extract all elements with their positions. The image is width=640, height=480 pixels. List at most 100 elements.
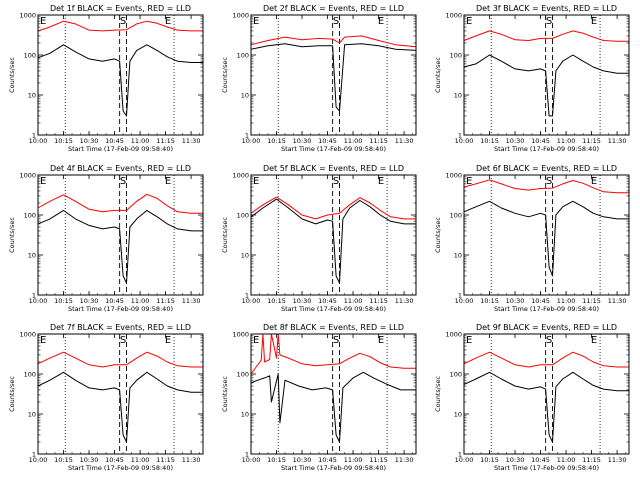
- x-tick-label: 10:00: [455, 137, 474, 145]
- y-tick-label: 100: [237, 211, 249, 219]
- x-tick-label: 11:15: [156, 137, 175, 145]
- x-tick-label: 10:15: [267, 137, 286, 145]
- panel-title: Det 3f BLACK = Events, RED = LLD: [476, 4, 617, 13]
- marker-label: S: [546, 335, 552, 346]
- y-tick-label: 10: [28, 91, 36, 99]
- series-lld: [37, 351, 203, 368]
- x-tick-label: 10:00: [242, 297, 261, 305]
- x-tick-label: 11:00: [557, 297, 576, 305]
- x-tick-label: 11:00: [131, 456, 150, 464]
- series-lld: [463, 179, 629, 194]
- x-axis-label: Start Time (17-Feb-09 09:58:40): [494, 305, 599, 313]
- y-tick-label: 10: [454, 251, 462, 259]
- marker-label: E: [378, 176, 384, 187]
- panel-title: Det 9f BLACK = Events, RED = LLD: [476, 323, 617, 332]
- marker-label: E: [591, 335, 597, 346]
- x-tick-label: 10:45: [531, 137, 550, 145]
- x-tick-label: 10:45: [105, 456, 124, 464]
- y-tick-label: 100: [24, 211, 36, 219]
- x-tick-label: 11:00: [344, 456, 363, 464]
- panel-8: Det 8f BLACK = Events, RED = LLD 1 10 100 10…: [221, 323, 417, 472]
- marker-label: S: [546, 176, 552, 187]
- panel-2: Det 2f BLACK = Events, RED = LLD 1 10 100 10…: [221, 4, 417, 153]
- x-tick-label: 10:30: [293, 456, 312, 464]
- panel-title: Det 4f BLACK = Events, RED = LLD: [50, 164, 191, 173]
- plot-frame: [250, 174, 417, 296]
- series-events: [463, 200, 629, 277]
- marker-label: E: [253, 16, 259, 27]
- x-tick-label: 10:00: [242, 137, 261, 145]
- y-axis-label: Counts/sec: [8, 217, 16, 253]
- x-tick-label: 11:15: [369, 456, 388, 464]
- y-tick-label: 10: [28, 410, 36, 418]
- x-axis-label: Start Time (17-Feb-09 09:58:40): [494, 145, 599, 153]
- x-tick-label: 10:15: [267, 297, 286, 305]
- x-tick-label: 10:30: [80, 297, 99, 305]
- y-tick-label: 10: [454, 410, 462, 418]
- y-axis-label: Counts/sec: [221, 217, 229, 253]
- x-tick-label: 10:00: [29, 297, 48, 305]
- x-tick-label: 11:30: [182, 456, 201, 464]
- series-events: [250, 43, 417, 112]
- x-tick-label: 10:45: [531, 456, 550, 464]
- marker-label: S: [120, 176, 126, 187]
- y-tick-label: 1: [458, 291, 462, 299]
- x-tick-label: 11:15: [582, 137, 601, 145]
- series-events: [250, 371, 416, 443]
- marker-label: E: [591, 176, 597, 187]
- x-tick-label: 11:30: [608, 297, 627, 305]
- x-tick-label: 11:15: [582, 456, 601, 464]
- y-tick-label: 10: [241, 410, 249, 418]
- panel-4: Det 4f BLACK = Events, RED = LLD 1 10 100 10…: [8, 164, 204, 313]
- y-tick-label: 1: [245, 450, 249, 458]
- marker-label: S: [120, 335, 126, 346]
- panel-3: Det 3f BLACK = Events, RED = LLD 1 10 100 10…: [434, 4, 630, 153]
- x-tick-label: 10:45: [318, 456, 337, 464]
- series-events: [37, 209, 203, 284]
- x-tick-label: 11:00: [344, 137, 363, 145]
- y-axis-label: Counts/sec: [8, 57, 16, 93]
- series-events: [250, 198, 416, 284]
- y-tick-label: 1000: [232, 330, 249, 338]
- x-tick-label: 10:45: [105, 297, 124, 305]
- x-tick-label: 11:30: [395, 297, 414, 305]
- y-axis-label: Counts/sec: [8, 376, 16, 412]
- marker-label: E: [378, 335, 384, 346]
- y-tick-label: 100: [24, 51, 36, 59]
- series-lld: [463, 351, 629, 368]
- plot-frame: [463, 174, 630, 296]
- x-tick-label: 10:00: [455, 297, 474, 305]
- marker-label: S: [333, 335, 339, 346]
- series-events: [37, 371, 203, 443]
- marker-label: E: [378, 16, 384, 27]
- y-axis-label: Counts/sec: [221, 376, 229, 412]
- x-axis-label: Start Time (17-Feb-09 09:58:40): [281, 305, 386, 313]
- x-tick-label: 11:30: [395, 456, 414, 464]
- marker-label: E: [40, 335, 46, 346]
- marker-label: E: [253, 176, 259, 187]
- x-tick-label: 10:15: [480, 456, 499, 464]
- series-lld: [250, 333, 416, 375]
- marker-label: E: [40, 16, 46, 27]
- series-lld: [463, 30, 629, 42]
- x-tick-label: 11:15: [582, 297, 601, 305]
- x-tick-label: 11:30: [608, 456, 627, 464]
- x-tick-label: 11:15: [156, 456, 175, 464]
- series-lld: [250, 35, 417, 48]
- x-tick-label: 11:15: [156, 297, 175, 305]
- marker-label: E: [165, 16, 171, 27]
- x-axis-label: Start Time (17-Feb-09 09:58:40): [68, 305, 173, 313]
- y-tick-label: 10: [28, 251, 36, 259]
- plot-frame: [463, 14, 630, 136]
- plot-frame: [37, 14, 204, 136]
- x-tick-label: 10:15: [54, 456, 73, 464]
- y-tick-label: 10: [454, 91, 462, 99]
- marker-label: S: [546, 16, 552, 27]
- series-lld: [37, 20, 203, 32]
- y-tick-label: 1000: [19, 330, 36, 338]
- x-tick-label: 10:30: [506, 456, 525, 464]
- panel-title: Det 1f BLACK = Events, RED = LLD: [50, 4, 191, 13]
- y-tick-label: 100: [237, 51, 249, 59]
- x-tick-label: 11:00: [131, 297, 150, 305]
